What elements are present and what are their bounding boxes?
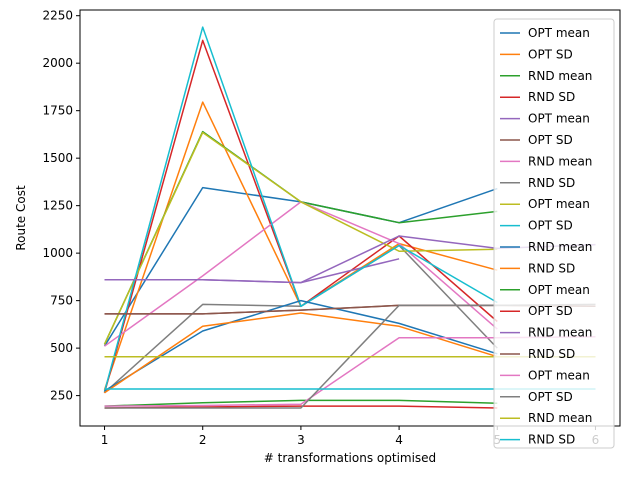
legend-label: OPT mean xyxy=(528,26,590,40)
series-line xyxy=(104,299,498,392)
series-lines xyxy=(103,26,596,409)
x-tick-label: 2 xyxy=(199,433,207,447)
legend-label: OPT SD xyxy=(528,304,573,318)
legend-label: RND SD xyxy=(528,90,575,104)
series-line xyxy=(104,312,498,394)
legend-label: RND mean xyxy=(528,411,592,425)
y-tick-label: 1000 xyxy=(42,246,73,260)
series-line xyxy=(103,26,498,392)
legend-label: OPT SD xyxy=(528,47,573,61)
legend-frame xyxy=(493,18,615,449)
x-axis-label: # transformations optimised xyxy=(264,451,436,465)
y-tick-label: 500 xyxy=(50,341,73,355)
legend-label: OPT SD xyxy=(528,219,573,233)
legend-label: RND mean xyxy=(528,240,592,254)
x-tick-label: 1 xyxy=(101,433,109,447)
series-line xyxy=(104,399,498,407)
series-line xyxy=(104,201,498,347)
legend-label: RND SD xyxy=(528,176,575,190)
legend: OPT mean OPT SD RND mean RND SD OPT mean OPT … xyxy=(493,18,615,449)
y-tick-label: 1250 xyxy=(42,199,73,213)
legend-label: OPT SD xyxy=(528,133,573,147)
y-tick-label: 750 xyxy=(50,294,73,308)
y-tick-label: 250 xyxy=(50,389,73,403)
legend-label: OPT mean xyxy=(528,283,590,297)
y-tick-label: 1750 xyxy=(42,104,73,118)
legend-label: RND mean xyxy=(528,69,592,83)
legend-label: RND SD xyxy=(528,347,575,361)
legend-label: OPT mean xyxy=(528,197,590,211)
y-tick-label: 2000 xyxy=(42,56,73,70)
legend-label: RND SD xyxy=(528,261,575,275)
x-tick-label: 4 xyxy=(395,433,403,447)
legend-label: OPT SD xyxy=(528,390,573,404)
legend-label: RND mean xyxy=(528,154,592,168)
series-line xyxy=(103,131,498,345)
x-tick-label: 3 xyxy=(297,433,305,447)
legend-label: RND SD xyxy=(528,433,575,447)
series-line xyxy=(103,101,498,391)
y-tick-label: 2250 xyxy=(42,9,73,23)
y-axis-ticks: 250 500 750 1000 1250 1500 1750 2000 2250 xyxy=(42,9,80,403)
series-line xyxy=(103,186,498,347)
y-axis-label: Route Cost xyxy=(14,185,28,251)
y-tick-label: 1500 xyxy=(42,151,73,165)
plot-frame xyxy=(79,9,621,427)
legend-label: RND mean xyxy=(528,326,592,340)
legend-label: OPT mean xyxy=(528,112,590,126)
legend-label: OPT mean xyxy=(528,368,590,382)
